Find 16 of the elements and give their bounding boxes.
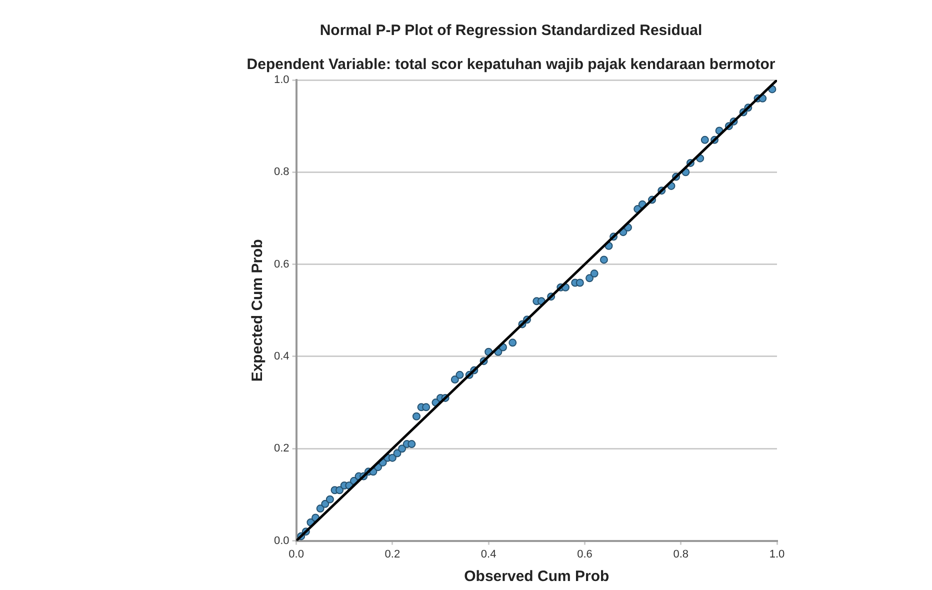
y-tick-label: 1.0 <box>274 74 290 86</box>
x-tick-label: 1.0 <box>769 548 785 560</box>
y-tick-label: 0.0 <box>274 534 290 547</box>
chart-title: Normal P-P Plot of Regression Standardized Residual <box>320 22 702 40</box>
x-tick-label: 0.6 <box>577 548 592 560</box>
y-tick-label: 0.6 <box>274 258 290 270</box>
y-tick-label: 0.4 <box>274 350 290 363</box>
x-tick-label: 0.4 <box>480 548 496 560</box>
y-tick-label: 0.2 <box>274 442 290 455</box>
x-tick-label: 0.2 <box>384 548 400 560</box>
y-tick-label: 0.8 <box>274 166 290 178</box>
chart-subtitle: Dependent Variable: total scor kepatuhan wajib pajak kendaraan bermotor <box>246 56 776 74</box>
x-tick-label: 0.8 <box>673 548 689 560</box>
x-axis-title: Observed Cum Prob <box>464 568 610 586</box>
y-axis-title: Expected Cum Prob <box>249 239 266 382</box>
x-tick-label: 0.0 <box>288 548 304 560</box>
